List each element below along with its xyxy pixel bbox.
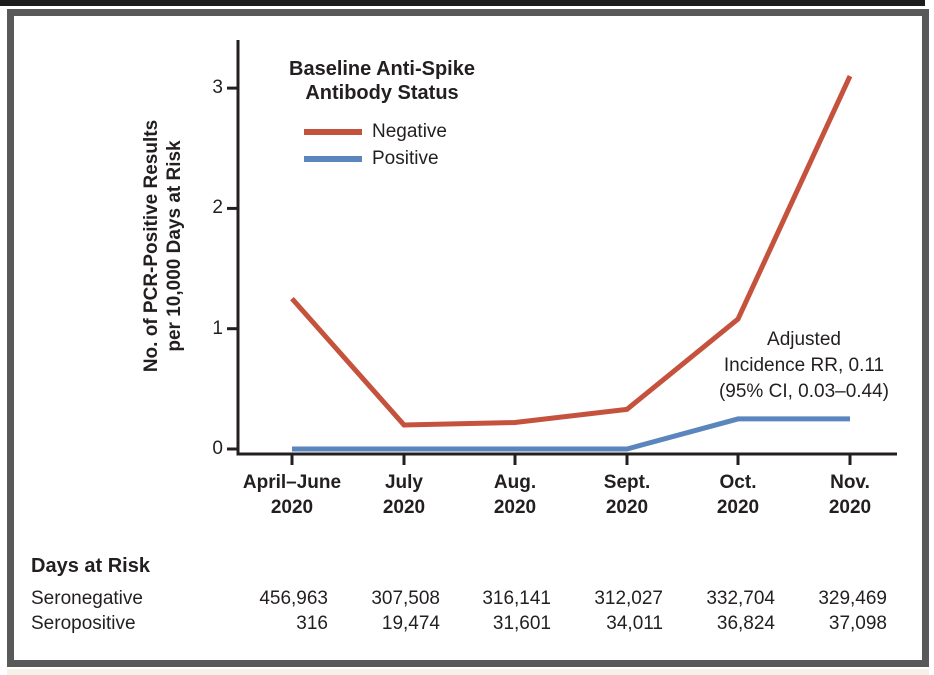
seropositive-value-4: 36,824 (716, 613, 775, 634)
days-at-risk-title: Days at Risk (31, 555, 150, 577)
row-label-seronegative: Seronegative (31, 588, 143, 609)
x-label-month: April–June (242, 472, 342, 493)
x-axis-label-sept: Sept. 2020 (571, 470, 683, 520)
seropositive-value-5: 37,098 (828, 613, 887, 634)
x-axis-label-oct: Oct. 2020 (682, 470, 794, 520)
annotation-line3: (95% CI, 0.03–0.44) (718, 381, 890, 402)
seronegative-value-5: 329,469 (818, 588, 887, 609)
y-tick-label-2: 2 (212, 197, 223, 218)
next-panel-edge (7, 669, 929, 675)
legend-label-positive: Positive (372, 148, 439, 169)
x-label-month: Aug. (493, 472, 537, 493)
x-axis-label-april-june: April–June 2020 (236, 470, 348, 520)
series-line-positive (292, 416, 850, 452)
top-rule (0, 0, 925, 6)
y-axis-label-line2: per 10,000 Days at Risk (164, 140, 185, 352)
seronegative-value-3: 312,027 (594, 588, 663, 609)
legend-title: Baseline Anti-Spike Antibody Status (262, 57, 502, 105)
x-label-year: 2020 (382, 497, 426, 518)
legend-swatch-negative (304, 129, 362, 135)
x-label-month: July (384, 472, 424, 493)
figure-frame (7, 9, 929, 667)
x-label-year: 2020 (828, 497, 872, 518)
seronegative-value-4: 332,704 (706, 588, 775, 609)
seropositive-value-2: 31,601 (492, 613, 551, 634)
annotation-line1: Adjusted (767, 329, 841, 350)
y-axis-label-line1: No. of PCR-Positive Results (141, 119, 162, 373)
x-label-year: 2020 (270, 497, 314, 518)
annotation-line2: Incidence RR, 0.11 (723, 355, 885, 376)
x-label-year: 2020 (716, 497, 760, 518)
seropositive-value-1: 19,474 (381, 613, 440, 634)
legend-label-negative: Negative (372, 121, 447, 142)
legend-title-line2: Antibody Status (305, 82, 459, 104)
x-label-month: Oct. (719, 472, 757, 493)
x-label-year: 2020 (605, 497, 649, 518)
series-line-negative (290, 75, 853, 428)
x-label-month: Nov. (830, 472, 870, 493)
y-axis-label: No. of PCR-Positive Results per 10,000 D… (140, 76, 186, 416)
x-axis-label-nov: Nov. 2020 (794, 470, 906, 520)
seropositive-value-3: 34,011 (606, 613, 663, 634)
legend-title-line1: Baseline Anti-Spike (289, 58, 475, 80)
annotation-incidence-rr: Adjusted Incidence RR, 0.11 (95% CI, 0.0… (689, 327, 919, 405)
x-axis-label-july: July 2020 (348, 470, 460, 520)
seronegative-value-2: 316,141 (482, 588, 551, 609)
row-label-seropositive: Seropositive (31, 613, 136, 634)
seronegative-value-1: 307,508 (371, 588, 440, 609)
legend-swatch-positive (304, 156, 362, 162)
seronegative-value-0: 456,963 (259, 588, 328, 609)
y-tick-label-1: 1 (212, 318, 223, 339)
x-label-year: 2020 (493, 497, 537, 518)
y-tick-label-3: 3 (212, 77, 223, 98)
x-axis-label-aug: Aug. 2020 (459, 470, 571, 520)
seropositive-value-0: 316 (296, 613, 328, 634)
x-label-month: Sept. (603, 472, 651, 493)
y-tick-label-0: 0 (212, 438, 223, 459)
